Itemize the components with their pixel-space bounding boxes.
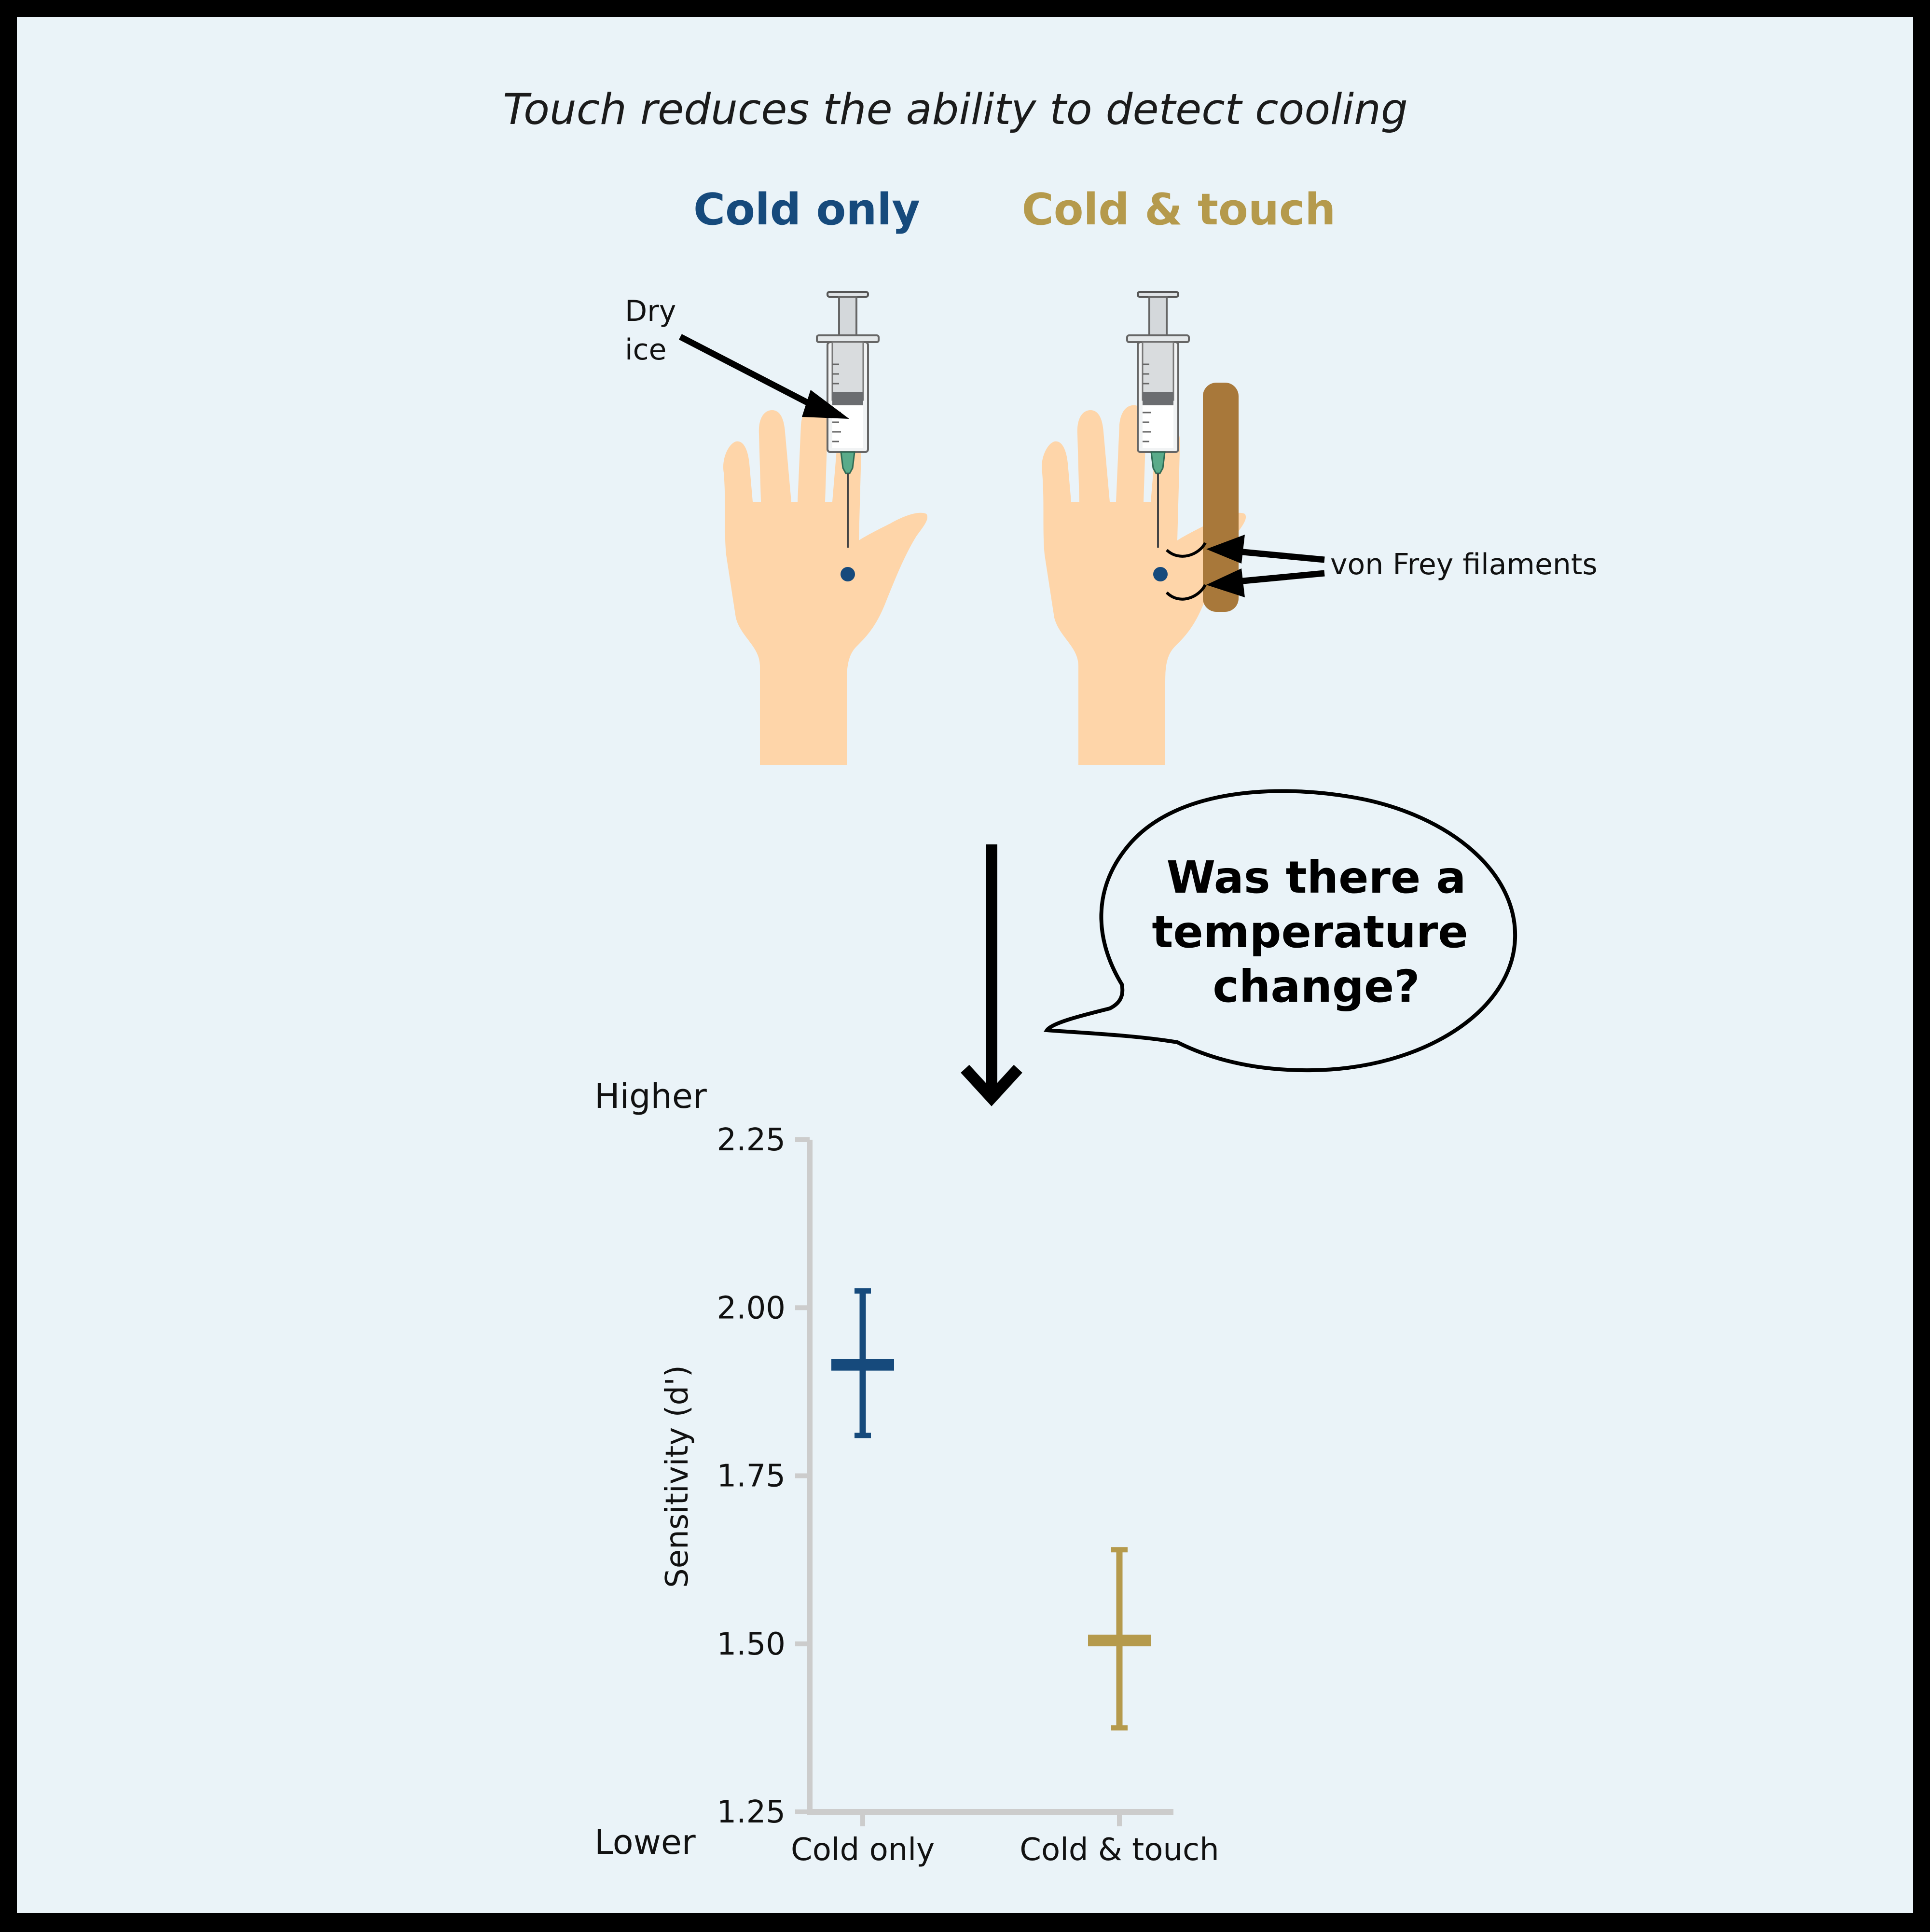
von-frey-arrow-upper bbox=[1206, 535, 1325, 564]
stimulus-dot-left bbox=[841, 567, 855, 581]
lower-label: Lower bbox=[594, 1822, 696, 1862]
figure-background bbox=[17, 17, 1913, 1913]
speech-bubble-line3: change? bbox=[1213, 961, 1420, 1012]
x-tick-label: Cold & touch bbox=[1020, 1832, 1219, 1868]
cold-only-header: Cold only bbox=[693, 184, 920, 235]
von-frey-label: von Frey filaments bbox=[1330, 548, 1598, 581]
y-tick-label: 1.75 bbox=[717, 1459, 786, 1494]
speech-bubble-line1: Was there a bbox=[1167, 852, 1466, 903]
speech-bubble bbox=[1043, 789, 1517, 1073]
y-tick-label: 1.50 bbox=[717, 1627, 786, 1662]
higher-label: Higher bbox=[594, 1076, 707, 1116]
down-arrow bbox=[961, 844, 1022, 1106]
stimulus-dot-right bbox=[1153, 567, 1168, 581]
y-tick-label: 1.25 bbox=[717, 1794, 786, 1830]
dry-ice-arrow bbox=[679, 334, 849, 419]
dry-ice-label-line1: Dry bbox=[625, 294, 676, 328]
x-tick-label: Cold only bbox=[791, 1832, 935, 1868]
dry-ice-label-line2: ice bbox=[625, 333, 667, 367]
y-axis-label: Sensitivity (d') bbox=[660, 1365, 695, 1588]
y-tick-label: 2.00 bbox=[717, 1290, 786, 1326]
speech-bubble-line2: temperature bbox=[1152, 906, 1468, 958]
cold-touch-header: Cold & touch bbox=[1022, 184, 1336, 235]
sensitivity-chart: Sensitivity (d') Higher Lower 2.25 2.00 1.… bbox=[594, 1076, 1219, 1868]
von-frey-arrow-lower bbox=[1206, 568, 1325, 597]
figure-title: Touch reduces the ability to detect cool… bbox=[503, 84, 1407, 134]
von-frey-filament-upper bbox=[1165, 542, 1207, 558]
y-tick-label: 2.25 bbox=[717, 1122, 786, 1158]
von-frey-filament-lower bbox=[1165, 584, 1207, 601]
